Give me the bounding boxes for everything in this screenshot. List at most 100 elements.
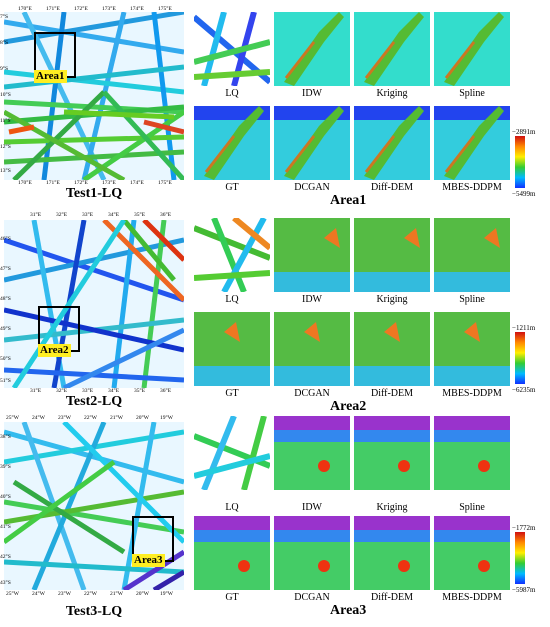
label-diff-dem: Diff-DEM bbox=[370, 592, 414, 603]
thumb-spline bbox=[434, 218, 510, 292]
panel-row-3: Area3 25°W 24°W 23°W 22°W 21°W 20°W 19°W… bbox=[0, 415, 550, 627]
x-tick: 24°W bbox=[32, 591, 45, 597]
y-tick: 13°S bbox=[0, 168, 11, 174]
thumb-gt bbox=[194, 106, 270, 180]
area2-caption: Area2 bbox=[330, 399, 367, 414]
x-tick: 24°W bbox=[32, 415, 45, 421]
x-tick: 36°E bbox=[160, 388, 172, 394]
label-spline: Spline bbox=[459, 502, 485, 513]
x-tick: 21°W bbox=[110, 591, 123, 597]
label-mbes-ddpm: MBES-DDPM bbox=[442, 182, 502, 193]
x-tick: 20°W bbox=[136, 415, 149, 421]
label-idw: IDW bbox=[302, 88, 322, 99]
thumb-lq bbox=[194, 12, 270, 86]
label-kriging: Kriging bbox=[376, 502, 408, 513]
y-tick: 8°S bbox=[0, 40, 9, 46]
test3-lq-map: Area3 bbox=[4, 422, 184, 590]
label-diff-dem: Diff-DEM bbox=[370, 182, 414, 193]
thumb-kriging bbox=[354, 416, 430, 490]
label-gt: GT bbox=[225, 592, 239, 603]
x-tick: 36°E bbox=[160, 212, 172, 218]
y-tick: 38°S bbox=[0, 434, 11, 440]
colorbar bbox=[515, 136, 525, 188]
x-tick: 172°E bbox=[74, 6, 88, 12]
area1-label: Area1 bbox=[34, 70, 67, 83]
label-idw: IDW bbox=[302, 502, 322, 513]
x-tick: 35°E bbox=[134, 388, 146, 394]
x-tick: 20°W bbox=[136, 591, 149, 597]
x-tick: 171°E bbox=[46, 180, 60, 186]
colorbar-max: −2891m bbox=[512, 128, 536, 136]
colorbar-max: −1211m bbox=[512, 324, 536, 332]
thumb-idw bbox=[274, 416, 350, 490]
y-tick: 41°S bbox=[0, 524, 11, 530]
label-idw: IDW bbox=[302, 294, 322, 305]
x-tick: 25°W bbox=[6, 415, 19, 421]
thumb-mbes-ddpm bbox=[434, 516, 510, 590]
x-tick: 173°E bbox=[102, 180, 116, 186]
label-kriging: Kriging bbox=[376, 88, 408, 99]
thumb-gt bbox=[194, 516, 270, 590]
thumb-kriging bbox=[354, 218, 430, 292]
area3-label: Area3 bbox=[132, 554, 165, 567]
colorbar bbox=[515, 332, 525, 384]
x-tick: 19°W bbox=[160, 415, 173, 421]
y-tick: 49°S bbox=[0, 326, 11, 332]
x-tick: 25°W bbox=[6, 591, 19, 597]
test1-lq-map: Area1 bbox=[4, 12, 184, 180]
thumb-mbes-ddpm bbox=[434, 312, 510, 386]
x-tick: 31°E bbox=[30, 212, 42, 218]
x-tick: 172°E bbox=[74, 180, 88, 186]
label-spline: Spline bbox=[459, 88, 485, 99]
x-tick: 35°E bbox=[134, 212, 146, 218]
test3-lq-caption: Test3-LQ bbox=[65, 604, 123, 619]
x-tick: 22°W bbox=[84, 415, 97, 421]
x-tick: 19°W bbox=[160, 591, 173, 597]
x-tick: 21°W bbox=[110, 415, 123, 421]
y-tick: 39°S bbox=[0, 464, 11, 470]
label-dcgan: DCGAN bbox=[294, 592, 330, 603]
thumb-dcgan bbox=[274, 106, 350, 180]
y-tick: 7°S bbox=[0, 14, 9, 20]
thumb-spline bbox=[434, 416, 510, 490]
x-tick: 22°W bbox=[84, 591, 97, 597]
test2-lq-caption: Test2-LQ bbox=[65, 394, 123, 409]
colorbar-max: −1772m bbox=[512, 524, 536, 532]
x-tick: 171°E bbox=[46, 6, 60, 12]
label-gt: GT bbox=[225, 182, 239, 193]
x-tick: 33°E bbox=[82, 388, 94, 394]
y-tick: 42°S bbox=[0, 554, 11, 560]
panel-row-1: Area1 170°E 171°E 172°E 173°E 174°E 175°… bbox=[0, 0, 550, 208]
label-mbes-ddpm: MBES-DDPM bbox=[442, 592, 502, 603]
thumb-spline bbox=[434, 12, 510, 86]
label-dcgan: DCGAN bbox=[294, 182, 330, 193]
thumb-dcgan bbox=[274, 312, 350, 386]
test2-lq-map: Area2 bbox=[4, 220, 184, 388]
y-tick: 48°S bbox=[0, 296, 11, 302]
thumb-idw bbox=[274, 218, 350, 292]
x-tick: 175°E bbox=[158, 180, 172, 186]
panel-row-2: Area2 31°E 32°E 33°E 34°E 35°E 36°E 31°E… bbox=[0, 208, 550, 414]
label-diff-dem: Diff-DEM bbox=[370, 388, 414, 399]
x-tick: 174°E bbox=[130, 6, 144, 12]
y-tick: 11°S bbox=[0, 118, 11, 124]
x-tick: 23°W bbox=[58, 415, 71, 421]
test1-lq-caption: Test1-LQ bbox=[65, 186, 123, 201]
y-tick: 46°S bbox=[0, 236, 11, 242]
x-tick: 23°W bbox=[58, 591, 71, 597]
thumb-dcgan bbox=[274, 516, 350, 590]
x-tick: 31°E bbox=[30, 388, 42, 394]
x-tick: 33°E bbox=[82, 212, 94, 218]
thumb-gt bbox=[194, 312, 270, 386]
label-mbes-ddpm: MBES-DDPM bbox=[442, 388, 502, 399]
y-tick: 40°S bbox=[0, 494, 11, 500]
y-tick: 50°S bbox=[0, 356, 11, 362]
thumb-mbes-ddpm bbox=[434, 106, 510, 180]
y-tick: 12°S bbox=[0, 144, 11, 150]
label-spline: Spline bbox=[459, 294, 485, 305]
thumb-kriging bbox=[354, 12, 430, 86]
label-lq: LQ bbox=[225, 502, 239, 513]
x-tick: 173°E bbox=[102, 6, 116, 12]
label-lq: LQ bbox=[225, 88, 239, 99]
area3-caption: Area3 bbox=[330, 603, 367, 618]
